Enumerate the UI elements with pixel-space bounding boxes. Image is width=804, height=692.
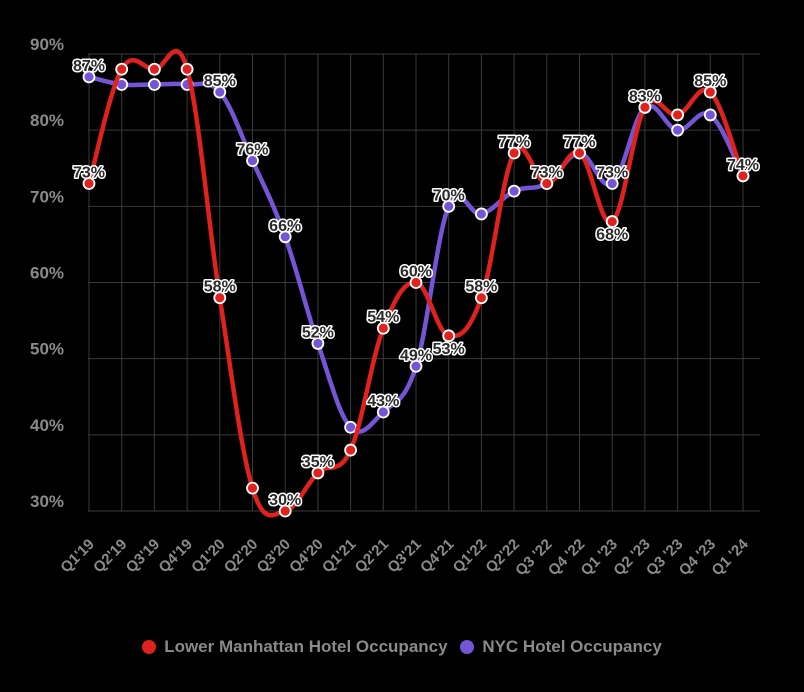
data-point-nyc [376, 405, 390, 419]
data-point-lower-manhattan [573, 146, 586, 160]
legend: Lower Manhattan Hotel Occupancy NYC Hote… [0, 637, 804, 659]
data-point-nyc [703, 108, 717, 122]
data-point-lower-manhattan [638, 100, 652, 114]
legend-label-nyc: NYC Hotel Occupancy [482, 637, 662, 656]
data-label: 30% [269, 492, 301, 509]
data-point-lower-manhattan [344, 443, 358, 457]
data-point-lower-manhattan [703, 85, 717, 99]
data-label: 74% [727, 157, 759, 174]
data-point-nyc [442, 199, 456, 213]
y-tick-label: 90% [30, 35, 64, 54]
data-label: 85% [204, 73, 236, 90]
x-tick-label: Q3'20 [254, 536, 294, 576]
data-point-nyc [82, 70, 96, 84]
series-layer [82, 48, 750, 518]
series-line-lower-manhattan [86, 48, 746, 518]
y-tick-label: 40% [30, 416, 64, 435]
data-point-nyc [278, 230, 292, 244]
data-point-nyc [474, 207, 488, 221]
grid-lines [88, 53, 760, 512]
data-point-nyc [671, 123, 684, 137]
x-tick-label: Q4'20 [286, 536, 326, 576]
data-label: 77% [498, 134, 530, 151]
data-label: 60% [400, 264, 432, 281]
data-point-lower-manhattan [540, 177, 554, 190]
data-label: 66% [269, 218, 301, 235]
x-tick-label: Q2'19 [90, 536, 130, 576]
data-label: 49% [400, 347, 432, 364]
data-point-lower-manhattan [605, 215, 619, 228]
data-label: 73% [596, 164, 628, 181]
data-point-lower-manhattan [180, 62, 194, 76]
data-point-lower-manhattan [147, 62, 161, 76]
x-tick-label: Q1 '24 [708, 535, 752, 579]
y-axis-ticks: 30% 40% 50% 60% 70% 80% 90% [30, 35, 64, 511]
data-label: 35% [302, 454, 334, 471]
data-point-nyc [246, 154, 259, 168]
data-point-lower-manhattan [736, 169, 750, 183]
data-point-lower-manhattan [409, 276, 423, 289]
data-point-lower-manhattan [82, 177, 96, 190]
data-point-lower-manhattan [474, 291, 488, 305]
data-point-lower-manhattan [376, 321, 390, 335]
x-tick-label: Q3'19 [123, 536, 163, 576]
data-label: 76% [236, 142, 268, 159]
legend-swatch-nyc [460, 640, 475, 654]
y-tick-label: 80% [30, 111, 64, 130]
data-label: 77% [563, 134, 595, 151]
data-point-lower-manhattan [442, 329, 456, 343]
data-label: 85% [694, 73, 726, 90]
x-tick-label: Q1'21 [319, 536, 359, 576]
legend-item-nyc: NYC Hotel Occupancy [460, 637, 662, 657]
x-tick-label: Q2'20 [221, 536, 261, 576]
y-tick-label: 70% [30, 187, 64, 206]
data-point-nyc [605, 177, 619, 190]
data-point-nyc [147, 78, 161, 91]
data-point-lower-manhattan [246, 481, 259, 495]
x-tick-label: Q1'22 [450, 536, 490, 576]
x-tick-label: Q3'21 [384, 536, 424, 576]
x-tick-label: Q4'21 [417, 536, 457, 576]
data-point-lower-manhattan [115, 62, 129, 76]
data-point-nyc [311, 337, 325, 350]
data-point-nyc [409, 359, 423, 373]
data-label: 87% [73, 58, 105, 75]
data-label: 83% [629, 88, 661, 105]
data-label: 73% [531, 164, 563, 181]
data-label: 43% [367, 393, 399, 410]
y-tick-label: 50% [30, 340, 64, 359]
data-labels: 87% 73% 85% 58% 76% 66% 30% 52% 35% 54% 43% 60% 49% 7… [71, 56, 760, 510]
data-point-lower-manhattan [278, 504, 292, 518]
x-tick-label: Q1'20 [188, 536, 228, 576]
data-point-nyc [507, 184, 521, 198]
data-point-lower-manhattan [507, 146, 521, 160]
data-label: 52% [302, 324, 334, 341]
data-label: 68% [596, 227, 628, 244]
data-label: 54% [367, 309, 399, 326]
x-tick-label: Q1'19 [57, 536, 97, 576]
data-point-nyc [213, 85, 227, 99]
y-tick-label: 60% [30, 264, 64, 283]
legend-label-lower-manhattan: Lower Manhattan Hotel Occupancy [164, 637, 448, 656]
data-point-lower-manhattan [311, 466, 325, 480]
data-label: 58% [204, 279, 236, 296]
data-label: 73% [73, 164, 105, 181]
data-point-nyc [344, 420, 358, 434]
x-tick-label: Q4'19 [155, 536, 195, 576]
data-label: 53% [433, 341, 465, 358]
data-point-lower-manhattan [671, 108, 684, 122]
data-label: 70% [433, 187, 465, 204]
y-tick-label: 30% [30, 492, 64, 511]
data-point-lower-manhattan [213, 291, 227, 305]
x-tick-label: Q2'21 [352, 536, 392, 576]
x-axis-ticks: Q1'19Q2'19Q3'19Q4'19Q1'20Q2'20Q3'20Q4'20… [57, 535, 752, 579]
legend-item-lower-manhattan: Lower Manhattan Hotel Occupancy [142, 637, 448, 657]
data-label: 58% [465, 279, 497, 296]
legend-swatch-lower-manhattan [142, 640, 157, 654]
